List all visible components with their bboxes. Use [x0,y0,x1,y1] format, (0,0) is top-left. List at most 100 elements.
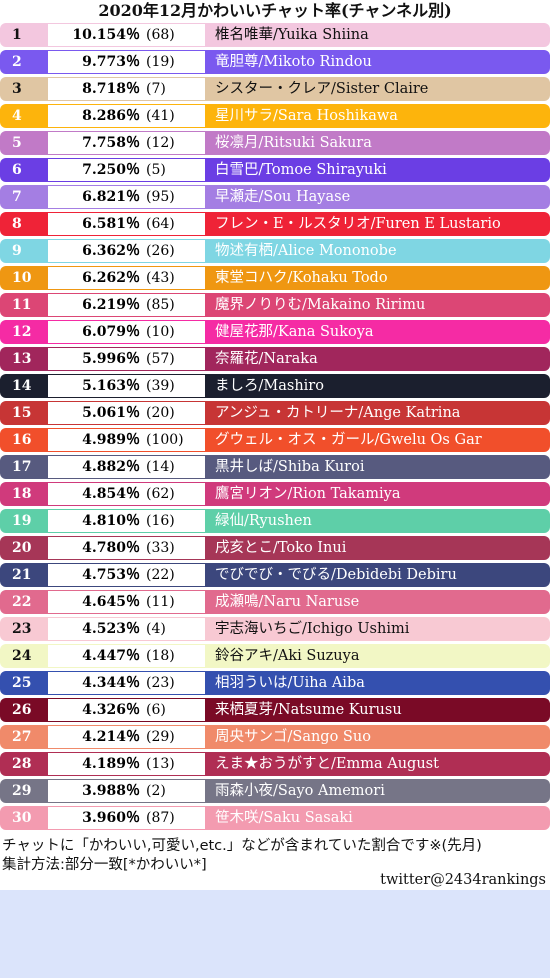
value-cell: 4.447％ (18) [48,645,205,667]
table-row: 11 6.219％ (85) 魔界ノりりむ/Makaino Ririmu [0,293,550,317]
count-value: (64) [146,216,175,232]
value-cell: 6.219％ (85) [48,294,205,316]
channel-name: 笹木咲/Saku Sasaki [215,810,353,826]
rank-number: 20 [12,540,32,556]
channel-name: フレン・E・ルスタリオ/Furen E Lustario [215,216,501,232]
value-cell: 7.758％ (12) [48,132,205,154]
percent-value: 5.996％ [82,351,140,367]
value-cell: 5.061％ (20) [48,402,205,424]
percent-value: 7.250％ [82,162,140,178]
value-cell: 4.344％ (23) [48,672,205,694]
rank-number: 15 [12,405,32,421]
count-value: (43) [146,270,175,286]
channel-name: 椎名唯華/Yuika Shiina [215,27,369,43]
percent-value: 4.645％ [82,594,140,610]
table-row: 8 6.581％ (64) フレン・E・ルスタリオ/Furen E Lustario [0,212,550,236]
percent-value: 4.753％ [82,567,140,583]
rank-number: 9 [12,243,22,259]
rank-number: 3 [12,81,22,97]
channel-name: 緑仙/Ryushen [215,513,312,529]
table-row: 20 4.780％ (33) 戌亥とこ/Toko Inui [0,536,550,560]
percent-value: 4.344％ [82,675,140,691]
channel-name: ましろ/Mashiro [215,378,324,394]
value-cell: 4.214％ (29) [48,726,205,748]
rank-number: 19 [12,513,32,529]
percent-value: 8.718％ [82,81,140,97]
value-cell: 4.882％ (14) [48,456,205,478]
value-cell: 10.154％ (68) [48,24,205,46]
percent-value: 4.780％ [82,540,140,556]
count-value: (13) [146,756,175,772]
table-row: 22 4.645％ (11) 成瀬鳴/Naru Naruse [0,590,550,614]
percent-value: 5.163％ [82,378,140,394]
count-value: (22) [146,567,175,583]
ranking-table: 1 10.154％ (68) 椎名唯華/Yuika Shiina 2 9.773％ (19)… [0,23,550,833]
table-row: 1 10.154％ (68) 椎名唯華/Yuika Shiina [0,23,550,47]
count-value: (7) [146,81,166,97]
rank-number: 18 [12,486,32,502]
chart-title: 2020年12月かわいいチャット率(チャンネル別) [98,1,452,20]
channel-name: 鈴谷アキ/Aki Suzuya [215,648,360,664]
channel-name: 桜凛月/Ritsuki Sakura [215,135,372,151]
table-row: 5 7.758％ (12) 桜凛月/Ritsuki Sakura [0,131,550,155]
channel-name: グウェル・オス・ガール/Gwelu Os Gar [215,432,482,448]
table-row: 17 4.882％ (14) 黒井しば/Shiba Kuroi [0,455,550,479]
rank-number: 10 [12,270,32,286]
table-row: 25 4.344％ (23) 相羽ういは/Uiha Aiba [0,671,550,695]
table-row: 12 6.079％ (10) 健屋花那/Kana Sukoya [0,320,550,344]
channel-name: 奈羅花/Naraka [215,351,318,367]
value-cell: 6.262％ (43) [48,267,205,289]
percent-value: 5.061％ [82,405,140,421]
rank-number: 14 [12,378,32,394]
table-row: 19 4.810％ (16) 緑仙/Ryushen [0,509,550,533]
count-value: (20) [146,405,175,421]
channel-name: 白雪巴/Tomoe Shirayuki [215,162,387,178]
rank-number: 21 [12,567,32,583]
percent-value: 10.154％ [72,27,140,43]
channel-name: でびでび・でびる/Debidebi Debiru [215,567,457,583]
value-cell: 6.581％ (64) [48,213,205,235]
count-value: (5) [146,162,166,178]
table-row: 10 6.262％ (43) 東堂コハク/Kohaku Todo [0,266,550,290]
ranking-panel: 2020年12月かわいいチャット率(チャンネル別) 1 10.154％ (68) 椎名… [0,0,550,890]
value-cell: 8.286％ (41) [48,105,205,127]
channel-name: 来栖夏芽/Natsume Kurusu [215,702,402,718]
channel-name: えま★おうがすと/Emma August [215,756,439,772]
channel-name: 東堂コハク/Kohaku Todo [215,270,388,286]
channel-name: 竜胆尊/Mikoto Rindou [215,54,372,70]
rank-number: 28 [12,756,32,772]
value-cell: 4.189％ (13) [48,753,205,775]
table-row: 13 5.996％ (57) 奈羅花/Naraka [0,347,550,371]
percent-value: 9.773％ [82,54,140,70]
rank-number: 23 [12,621,32,637]
count-value: (18) [146,648,175,664]
value-cell: 6.821％ (95) [48,186,205,208]
table-row: 9 6.362％ (26) 物述有栖/Alice Mononobe [0,239,550,263]
rank-number: 25 [12,675,32,691]
rank-number: 29 [12,783,32,799]
rank-number: 30 [12,810,32,826]
table-row: 15 5.061％ (20) アンジュ・カトリーナ/Ange Katrina [0,401,550,425]
percent-value: 4.214％ [82,729,140,745]
count-value: (57) [146,351,175,367]
count-value: (62) [146,486,175,502]
percent-value: 4.523％ [82,621,140,637]
percent-value: 4.854％ [82,486,140,502]
count-value: (12) [146,135,175,151]
channel-name: 戌亥とこ/Toko Inui [215,540,347,556]
table-row: 29 3.988％ (2) 雨森小夜/Sayo Amemori [0,779,550,803]
count-value: (29) [146,729,175,745]
channel-name: 健屋花那/Kana Sukoya [215,324,374,340]
count-value: (16) [146,513,175,529]
credit-handle: twitter@2434rankings [380,872,546,888]
value-cell: 4.753％ (22) [48,564,205,586]
count-value: (33) [146,540,175,556]
count-value: (19) [146,54,175,70]
channel-name: 周央サンゴ/Sango Suo [215,729,371,745]
rank-number: 11 [12,297,32,313]
rank-number: 27 [12,729,32,745]
count-value: (14) [146,459,175,475]
table-row: 21 4.753％ (22) でびでび・でびる/Debidebi Debiru [0,563,550,587]
count-value: (23) [146,675,175,691]
rank-number: 26 [12,702,32,718]
